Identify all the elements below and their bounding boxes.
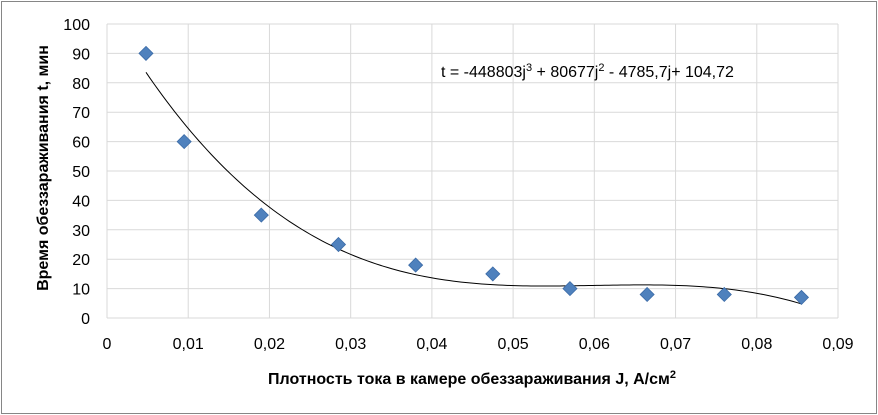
data-point (639, 286, 655, 303)
data-point (330, 236, 347, 253)
trendline-equation: t = -448803j3 + 80677j2 - 4785,7j+ 104,7… (441, 62, 734, 81)
y-tick-labels: 0 10 20 30 40 50 60 70 80 90 100 (63, 17, 90, 328)
x-tick-label: 0,05 (498, 336, 529, 353)
y-tick-label: 100 (63, 17, 90, 34)
y-tick-label: 30 (72, 223, 90, 240)
data-points (138, 45, 810, 305)
data-point (253, 207, 269, 223)
x-axis-title: Плотность тока в камере обеззараживания … (268, 369, 676, 388)
y-tick-label: 80 (72, 76, 90, 93)
y-tick-label: 20 (72, 252, 90, 269)
x-tick-label: 0,09 (822, 336, 853, 353)
y-axis-title: Время обеззараживания t, мин (35, 45, 52, 291)
grid-lines (106, 23, 839, 319)
data-point (485, 266, 501, 282)
x-tick-labels: 0 0,01 0,02 0,03 0,04 0,05 0,06 0,07 0,08 0,09 (103, 336, 854, 353)
y-tick-label: 0 (81, 311, 90, 328)
data-point (176, 134, 192, 150)
x-tick-label: 0,07 (660, 336, 691, 353)
trendline (145, 72, 802, 305)
x-tick-label: 0,04 (416, 336, 447, 353)
x-tick-label: 0 (103, 336, 112, 353)
data-point (138, 45, 154, 61)
x-tick-label: 0,03 (335, 336, 366, 353)
data-point (562, 281, 578, 297)
y-tick-label: 40 (72, 193, 90, 210)
y-tick-label: 70 (72, 105, 90, 122)
data-point (408, 257, 424, 273)
x-tick-label: 0,08 (741, 336, 772, 353)
x-tick-label: 0,06 (579, 336, 610, 353)
y-tick-label: 50 (72, 164, 90, 181)
y-tick-label: 90 (72, 46, 90, 63)
data-point (716, 286, 732, 303)
x-tick-label: 0,02 (254, 336, 285, 353)
y-tick-label: 10 (72, 282, 90, 299)
x-tick-label: 0,01 (173, 336, 204, 353)
y-tick-label: 60 (72, 135, 90, 152)
data-point (793, 289, 810, 305)
